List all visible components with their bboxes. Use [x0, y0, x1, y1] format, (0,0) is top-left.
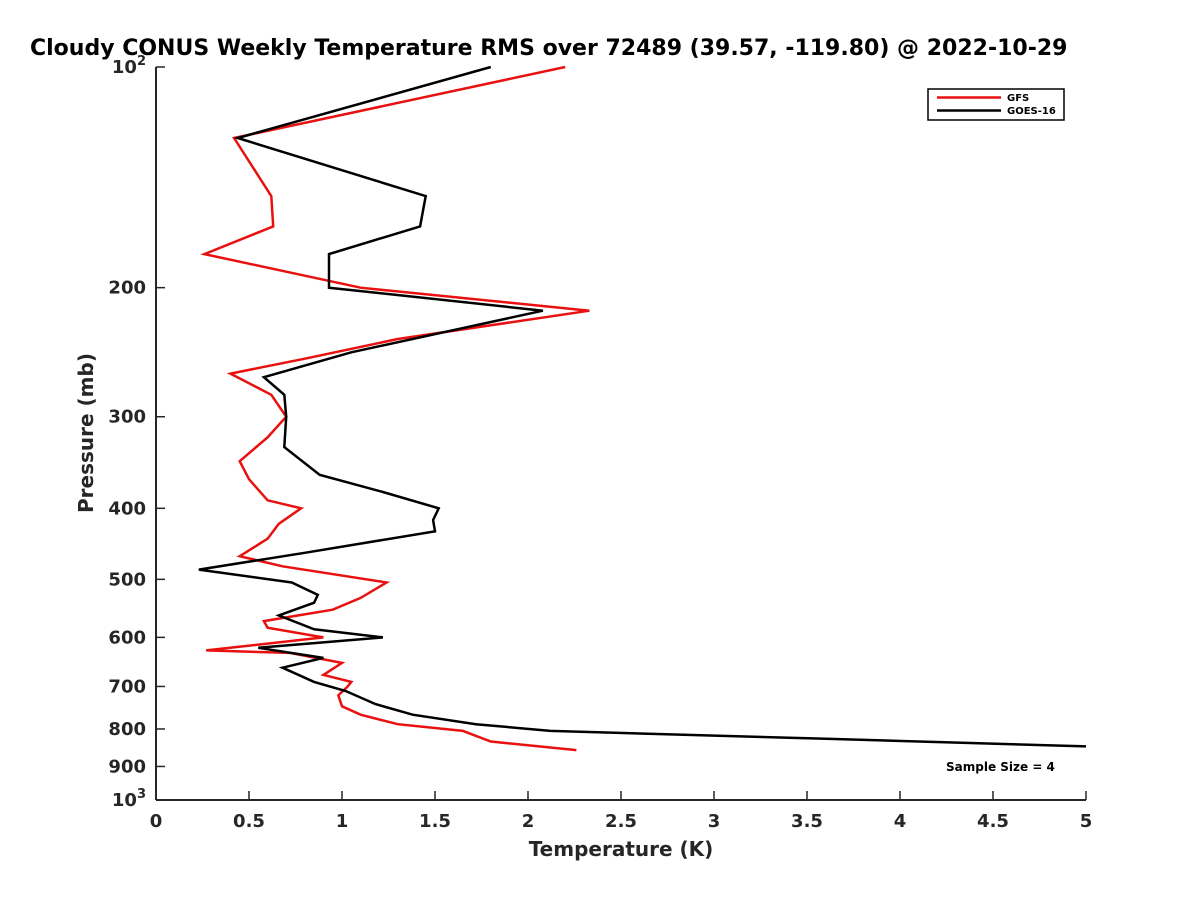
series-layer: [198, 65, 1087, 752]
y-tick-label: 800: [108, 719, 146, 740]
chart-title: Cloudy CONUS Weekly Temperature RMS over…: [30, 36, 1067, 61]
series-line-goes16: [198, 65, 1087, 748]
axes-layer: 0 0.5 1 1.5 2 2.5 3 3.5 4 4.5 5 102 200 300 400 500 600 7…: [108, 54, 1092, 832]
x-tick-label: 0.5: [233, 811, 265, 832]
y-tick-label: 102: [112, 54, 146, 78]
x-tick-label: 4.5: [977, 811, 1009, 832]
x-axis-title: Temperature (K): [529, 837, 714, 861]
x-tick-label: 2.5: [605, 811, 637, 832]
y-tick-label: 500: [108, 569, 146, 590]
y-tick-label: 200: [108, 278, 146, 299]
legend-label-gfs: GFS: [1007, 93, 1029, 104]
legend: GFS GOES-16: [927, 88, 1065, 121]
y-axis-title: Pressure (mb): [74, 353, 98, 513]
x-tick-label: 5: [1080, 811, 1093, 832]
y-tick-label: 600: [108, 627, 146, 648]
y-tick-label: 300: [108, 407, 146, 428]
sample-size-annotation: Sample Size = 4: [946, 760, 1055, 774]
x-tick-label: 4: [894, 811, 907, 832]
y-tick-label: 900: [108, 756, 146, 777]
y-tick-label: 700: [108, 676, 146, 697]
legend-label-goes16: GOES-16: [1007, 106, 1056, 117]
y-tick-label: 400: [108, 498, 146, 519]
x-tick-label: 1: [336, 811, 349, 832]
x-tick-label: 2: [522, 811, 535, 832]
x-tick-label: 3.5: [791, 811, 823, 832]
x-tick-label: 1.5: [419, 811, 451, 832]
x-tick-label: 0: [150, 811, 163, 832]
x-tick-label: 3: [708, 811, 721, 832]
legend-box: [927, 88, 1065, 121]
plot-area: 0 0.5 1 1.5 2 2.5 3 3.5 4 4.5 5 102 200 300 400 500 600 7…: [108, 54, 1092, 832]
y-tick-label: 103: [112, 787, 146, 811]
